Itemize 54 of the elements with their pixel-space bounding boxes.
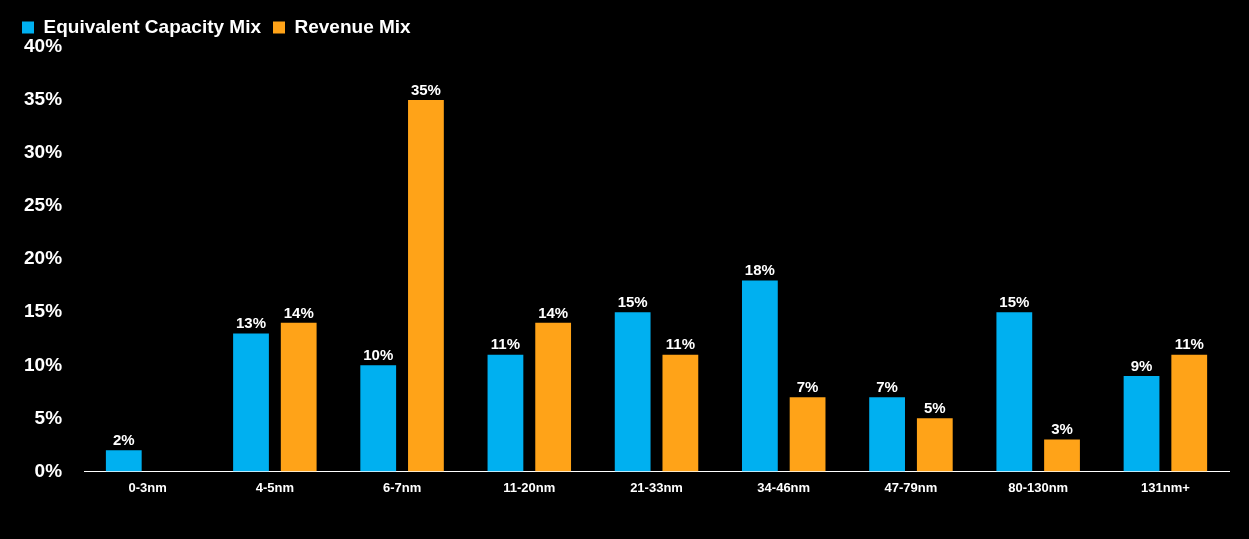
x-tick-label: 47-79nm: [884, 479, 938, 495]
y-tick-label: 10%: [24, 353, 63, 375]
y-tick-label: 0%: [34, 459, 63, 481]
data-label: 11%: [490, 335, 521, 353]
x-tick-label: 131nm+: [1140, 479, 1191, 495]
bar: [360, 365, 397, 472]
bar: [741, 280, 778, 472]
data-label: 7%: [876, 377, 898, 395]
data-label: 15%: [999, 292, 1030, 310]
bar: [1044, 439, 1080, 472]
data-label: 9%: [1130, 356, 1153, 374]
data-label: 18%: [744, 261, 775, 279]
legend-label: Revenue Mix: [294, 15, 412, 37]
bar: [996, 312, 1033, 472]
bar: [487, 354, 524, 472]
data-label: 10%: [363, 345, 394, 363]
y-tick-label: 35%: [24, 88, 63, 110]
bar: [614, 312, 651, 472]
bar: [1123, 375, 1160, 472]
data-label: 11%: [665, 335, 695, 353]
data-label: 13%: [235, 314, 267, 332]
y-tick-label: 15%: [24, 300, 63, 322]
y-tick-label: 30%: [24, 141, 63, 163]
y-tick-label: 25%: [24, 194, 63, 216]
x-tick-label: 0-3nm: [128, 479, 167, 495]
x-tick-label: 4-5nm: [255, 479, 294, 495]
data-label: 3%: [1051, 420, 1073, 438]
x-tick-label: 6-7nm: [382, 479, 422, 495]
data-label: 5%: [923, 398, 946, 416]
legend-label: Equivalent Capacity Mix: [43, 15, 262, 37]
x-tick-label: 34-46nm: [757, 479, 811, 495]
y-tick-label: 5%: [34, 406, 63, 428]
y-tick-label: 20%: [24, 247, 63, 269]
data-label: 11%: [1174, 335, 1204, 353]
bar: [233, 333, 269, 472]
x-tick-label: 80-130nm: [1008, 479, 1069, 495]
x-tick-label: 21-33nm: [630, 479, 683, 495]
bar: [1171, 354, 1208, 472]
data-label: 15%: [617, 292, 648, 310]
bar: [535, 322, 572, 472]
bar: [408, 100, 444, 472]
x-tick-label: 11-20nm: [503, 479, 556, 495]
bar: [789, 397, 826, 472]
bar: [662, 354, 699, 472]
bar: [869, 397, 905, 472]
bar: [105, 450, 142, 472]
bar: [280, 322, 317, 472]
data-label: 14%: [538, 303, 569, 321]
data-label: 2%: [112, 430, 135, 448]
data-label: 35%: [410, 80, 441, 98]
data-label: 14%: [283, 303, 314, 321]
bar: [916, 418, 953, 472]
y-tick-label: 40%: [24, 35, 63, 57]
data-label: 7%: [796, 377, 819, 395]
